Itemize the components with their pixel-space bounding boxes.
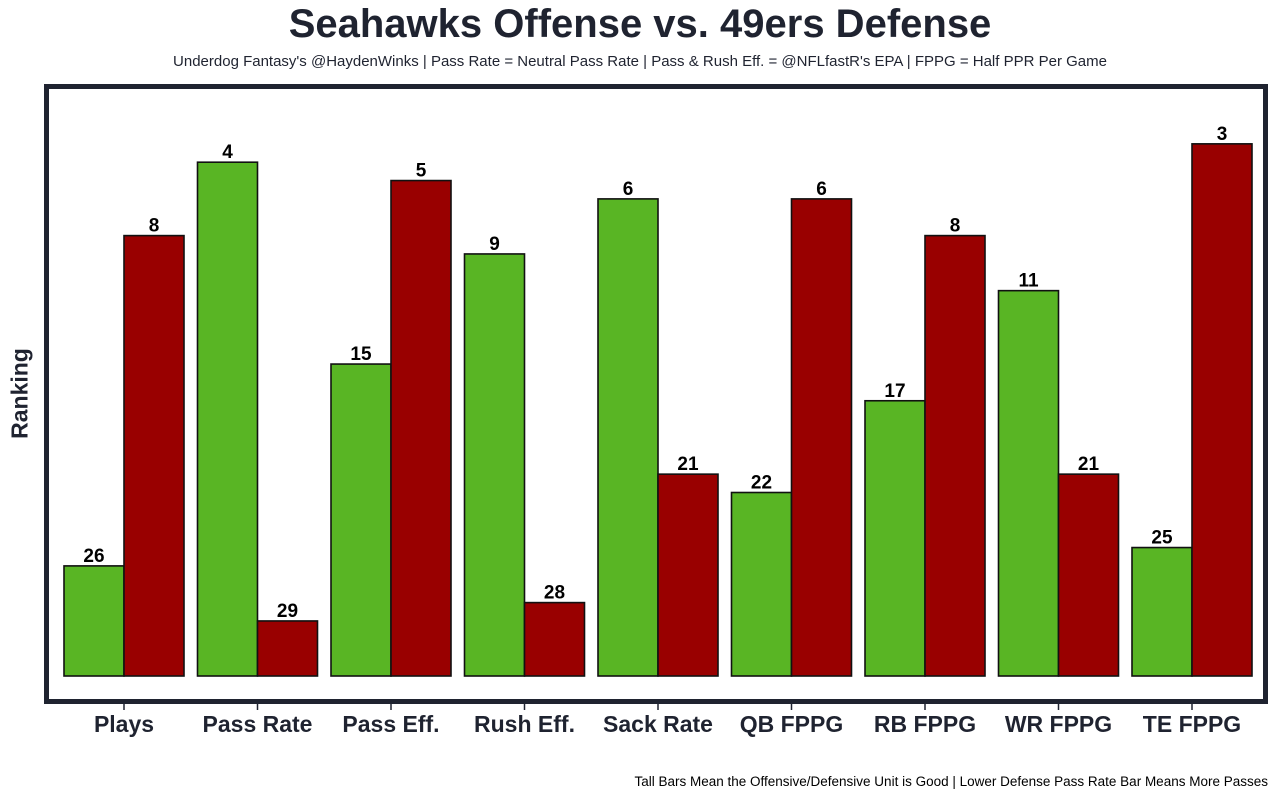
bar [864, 399, 926, 677]
bar-value-label: 11 [1018, 271, 1039, 292]
bar [463, 253, 526, 677]
bar [196, 161, 259, 677]
bar-value-label: 4 [222, 142, 233, 163]
bar [1057, 473, 1120, 677]
bar-value-label: 9 [489, 234, 500, 255]
bar [924, 234, 986, 677]
bar-value-label: 8 [149, 216, 160, 237]
bar-value-label: 8 [950, 216, 961, 237]
bar-value-label: 15 [350, 344, 372, 365]
chart-caption: Tall Bars Mean the Offensive/Defensive U… [634, 774, 1268, 789]
bar [330, 363, 392, 677]
bar [597, 198, 659, 677]
bar-value-label: 6 [816, 179, 827, 200]
x-tick-label: Pass Eff. [342, 711, 439, 737]
x-tick-label: RB FPPG [874, 711, 976, 737]
x-tick-label: WR FPPG [1005, 711, 1112, 737]
bar-value-label: 17 [884, 381, 905, 402]
bar-value-label: 21 [677, 454, 699, 475]
x-tick-label: TE FPPG [1143, 711, 1241, 737]
bar-value-label: 21 [1078, 454, 1100, 475]
x-tick-label: Sack Rate [603, 711, 713, 737]
bar [657, 473, 719, 677]
x-tick-label: Pass Rate [203, 711, 313, 737]
bar [63, 565, 125, 677]
bar [997, 289, 1060, 677]
bar [390, 179, 452, 677]
bar-value-label: 26 [83, 546, 104, 567]
bar-value-label: 3 [1217, 124, 1228, 145]
bar [1191, 143, 1253, 677]
bar [1131, 546, 1193, 677]
bar-value-label: 22 [751, 473, 772, 494]
chart-title: Seahawks Offense vs. 49ers Defense [288, 2, 992, 46]
bar [256, 620, 319, 677]
bar [523, 601, 586, 677]
bar-value-label: 25 [1151, 528, 1173, 549]
bar [123, 234, 185, 677]
x-tick-label: Rush Eff. [474, 711, 575, 737]
x-tick-label: QB FPPG [740, 711, 844, 737]
bar-value-label: 6 [623, 179, 634, 200]
x-tick-label: Plays [94, 711, 154, 737]
bar-value-label: 29 [277, 601, 298, 622]
bar-value-label: 5 [416, 161, 427, 182]
chart-subtitle: Underdog Fantasy's @HaydenWinks | Pass R… [173, 53, 1107, 70]
plot-panel-border [44, 84, 1268, 704]
bar [730, 491, 793, 677]
bar [790, 198, 853, 677]
bar-value-label: 28 [544, 583, 565, 604]
